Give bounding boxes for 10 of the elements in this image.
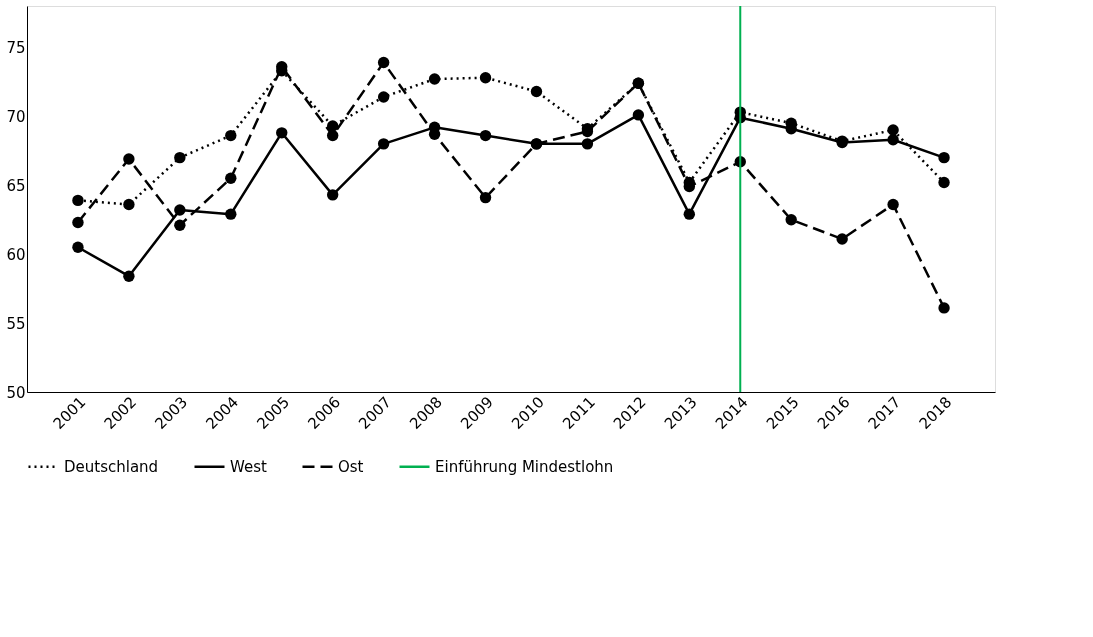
legend-label: Ost bbox=[338, 457, 364, 476]
y-tick-label: 55 bbox=[6, 314, 26, 333]
y-tick-label: 70 bbox=[6, 107, 26, 126]
legend-label: West bbox=[230, 457, 267, 476]
legend-label: Deutschland bbox=[64, 457, 159, 476]
y-tick-label: 50 bbox=[6, 383, 26, 402]
y-tick-label: 65 bbox=[6, 176, 26, 195]
legend-label: Einführung Mindestlohn bbox=[435, 457, 614, 476]
y-tick-label: 75 bbox=[6, 38, 26, 57]
y-tick-label: 60 bbox=[6, 245, 26, 264]
